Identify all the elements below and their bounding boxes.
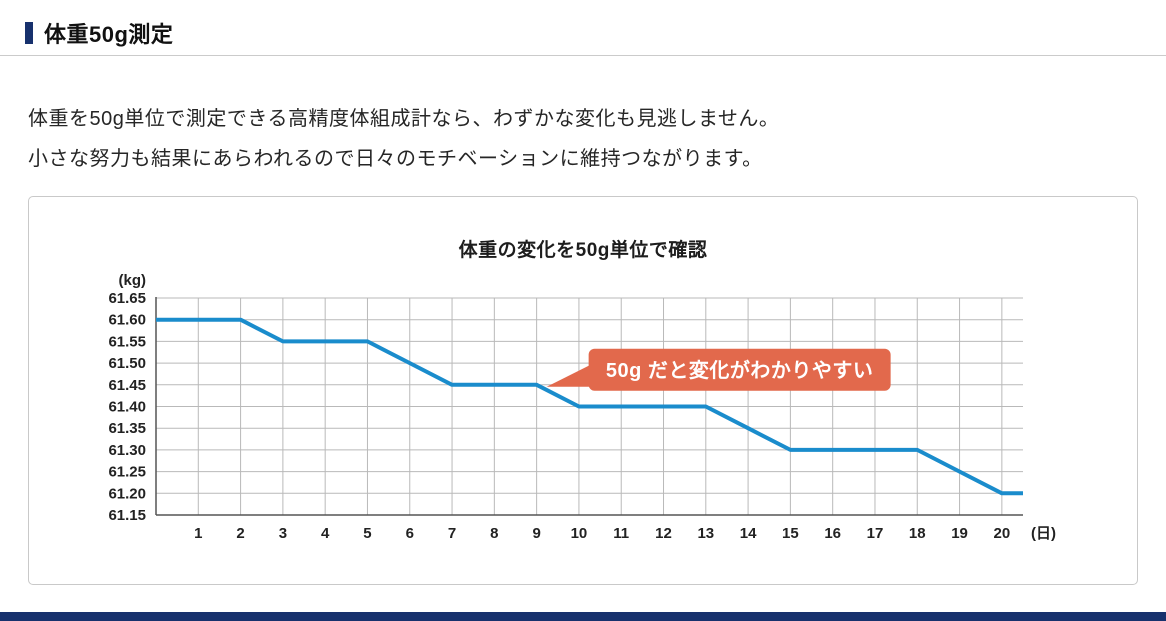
x-tick-label: 11 bbox=[613, 525, 629, 542]
x-tick-label: 15 bbox=[782, 525, 799, 542]
y-axis-unit-label: (kg) bbox=[119, 272, 147, 289]
intro-line-1: 体重を50g単位で測定できる高精度体組成計なら、わずかな変化も見逃しません。 bbox=[28, 108, 780, 130]
y-tick-label: 61.15 bbox=[108, 507, 146, 524]
x-tick-label: 14 bbox=[740, 525, 757, 542]
intro-line-2: 小さな努力も結果にあらわれるので日々のモチベーションに維持つながります。 bbox=[28, 148, 763, 170]
x-tick-label: 5 bbox=[363, 525, 371, 542]
y-tick-label: 61.25 bbox=[108, 464, 146, 481]
y-tick-label: 61.40 bbox=[108, 399, 146, 416]
page-title: 体重50g測定 bbox=[44, 22, 174, 47]
x-tick-label: 19 bbox=[951, 525, 968, 542]
bottom-accent-bar bbox=[0, 612, 1166, 621]
chart-title: 体重の変化を50g単位で確認 bbox=[458, 240, 708, 261]
y-tick-label: 61.35 bbox=[108, 420, 146, 437]
y-tick-label: 61.20 bbox=[108, 485, 146, 502]
x-tick-label: 7 bbox=[448, 525, 456, 542]
x-tick-label: 8 bbox=[490, 525, 498, 542]
x-tick-label: 13 bbox=[697, 525, 714, 542]
header-accent-bar-icon bbox=[25, 22, 33, 44]
x-tick-label: 3 bbox=[279, 525, 287, 542]
x-tick-label: 1 bbox=[194, 525, 202, 542]
callout-tail bbox=[546, 360, 599, 387]
chart-card: 体重の変化を50g単位で確認 (kg) 61.65 61.60 61.55 61.50 6… bbox=[28, 196, 1138, 585]
x-tick-label: 6 bbox=[406, 525, 414, 542]
callout-label: 50g だと変化がわかりやすい bbox=[606, 358, 874, 382]
x-tick-label: 4 bbox=[321, 525, 330, 542]
weight-trend-line bbox=[156, 317, 1023, 496]
chart-y-labels: (kg)61.65 61.60 61.55 61.50 61.45 61.40 61.35 6… bbox=[108, 272, 146, 524]
y-tick-label: 61.55 bbox=[108, 333, 146, 350]
y-tick-label: 61.60 bbox=[108, 312, 146, 329]
header-divider bbox=[0, 55, 1166, 56]
chart-annotation: 50g だと変化がわかりやすい bbox=[546, 348, 891, 391]
x-tick-label: 17 bbox=[867, 525, 884, 542]
chart-axes bbox=[155, 297, 1023, 516]
x-tick-label: 18 bbox=[909, 525, 926, 542]
x-tick-label: 12 bbox=[655, 525, 672, 542]
section-header: 体重50g測定 bbox=[25, 17, 173, 49]
x-tick-label: 2 bbox=[236, 525, 244, 542]
chart-series bbox=[156, 317, 1023, 496]
callout-bubble bbox=[588, 348, 891, 391]
y-tick-label: 61.30 bbox=[108, 442, 146, 459]
y-tick-label: 61.65 bbox=[108, 290, 146, 307]
x-tick-label: 20 bbox=[994, 525, 1011, 542]
weight-line-chart: (kg)61.65 61.60 61.55 61.50 61.45 61.40 61.35 6… bbox=[108, 272, 1056, 542]
x-tick-label: 9 bbox=[532, 525, 540, 542]
x-tick-label: 10 bbox=[571, 525, 588, 542]
x-tick-label: 16 bbox=[824, 525, 841, 542]
x-axis-unit-label: (日) bbox=[1031, 525, 1056, 542]
y-tick-label: 61.45 bbox=[108, 377, 146, 394]
chart-x-labels: 1 2 3 4 5 6 7 8 9 10 11 12 13 14 15 16 17 18 19 20 (日) bbox=[194, 525, 1056, 542]
y-tick-label: 61.50 bbox=[108, 355, 146, 372]
